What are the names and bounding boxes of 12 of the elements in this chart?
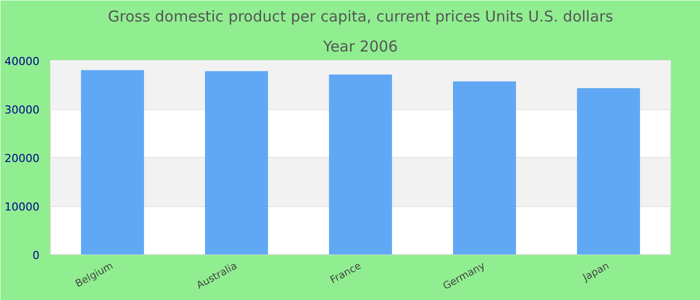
chart-subtitle: Year 2006 <box>322 38 398 56</box>
bar <box>81 70 144 254</box>
y-tick-label: 10000 <box>4 200 40 214</box>
chart-title: Gross domestic product per capita, current prices Units U.S. dollars <box>108 8 614 26</box>
y-tick-label: 20000 <box>4 152 40 165</box>
bar <box>577 88 640 254</box>
bar <box>205 71 268 254</box>
y-tick-label: 0 <box>32 249 40 262</box>
y-tick-label: 30000 <box>4 104 40 116</box>
bar <box>329 74 392 254</box>
y-tick-label: 40000 <box>4 55 40 68</box>
bar <box>453 81 516 254</box>
